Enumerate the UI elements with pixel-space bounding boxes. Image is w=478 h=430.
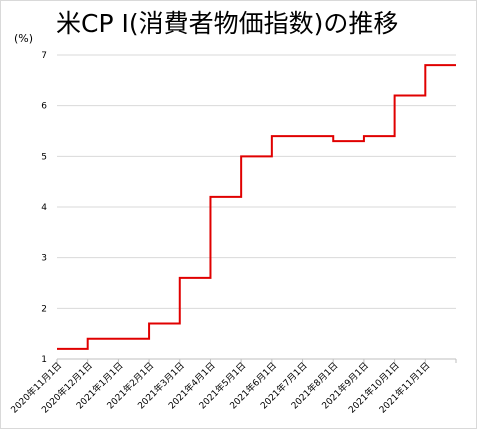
y-tick-label: 5 [41, 152, 47, 162]
x-tick-label: 2021年11月1日 [377, 360, 433, 416]
y-tick-label: 3 [41, 254, 47, 264]
y-tick-label: 4 [41, 203, 47, 213]
y-tick-label: 2 [41, 304, 47, 314]
y-axis-label: (%) [14, 32, 34, 45]
chart-title: 米CP I(消費者物価指数)の推移 [56, 9, 399, 38]
y-tick-label: 1 [41, 355, 47, 365]
series-line [57, 64, 456, 350]
y-tick-label: 6 [41, 102, 47, 112]
y-tick-label: 7 [41, 51, 47, 61]
